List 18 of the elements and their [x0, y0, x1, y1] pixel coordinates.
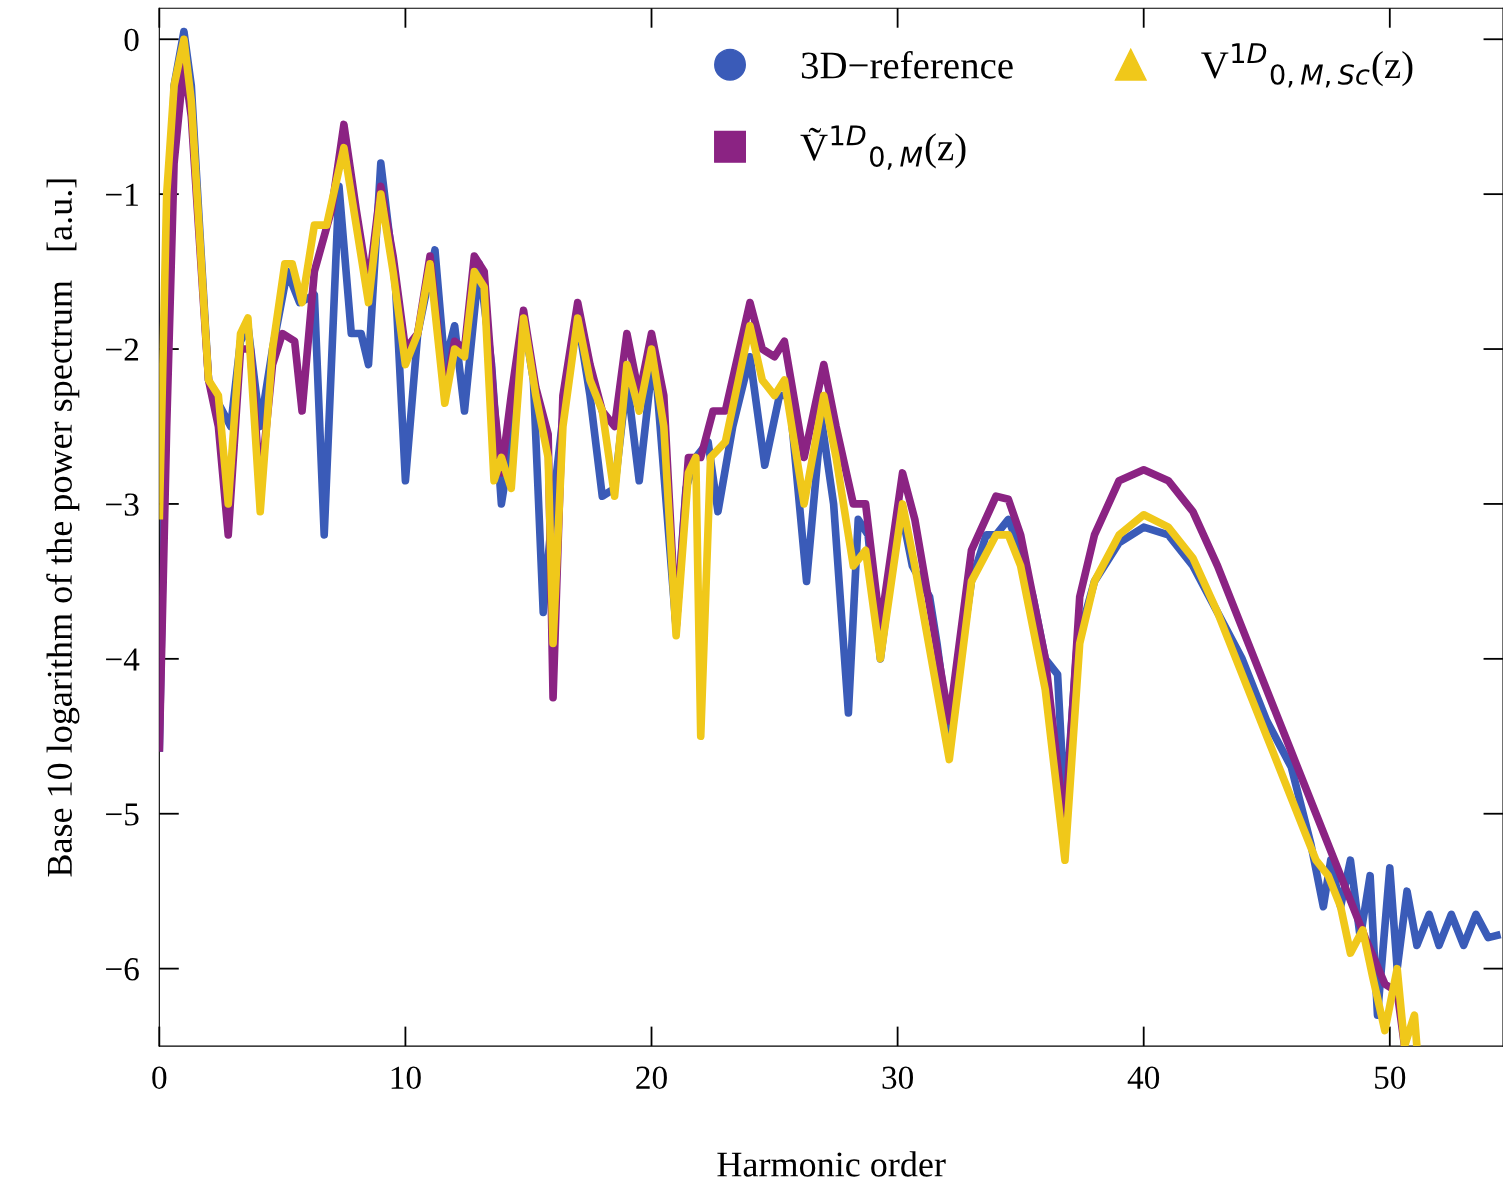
y-axis-title: Base 10 logarithm of the power spectrum [a.u.]: [46, 179, 80, 877]
legend-label: 3D−reference: [801, 50, 1013, 79]
legend-label: Ṽ$^{1D}$$_{0,M}$(z): [800, 125, 966, 170]
legend-label: V$^{1D}$$_{0,M,Sc}$(z): [1201, 43, 1413, 88]
y-tick-label: −1: [106, 183, 138, 206]
x-axis-title: Harmonic order: [717, 1151, 946, 1177]
x-tick-label: 10: [391, 1066, 421, 1089]
y-tick-label: −3: [106, 493, 139, 516]
y-tick-label: −6: [106, 958, 139, 981]
y-tick-label: −5: [106, 803, 139, 826]
y-tick-label: −2: [106, 338, 139, 361]
x-tick-label: 20: [636, 1066, 667, 1089]
x-tick-label: 50: [1375, 1066, 1406, 1089]
x-tick-label: 40: [1127, 1066, 1160, 1089]
y-tick-label: 0: [124, 28, 139, 52]
x-tick-label: 0: [152, 1066, 167, 1089]
y-tick-label: −4: [106, 648, 140, 671]
x-tick-label: 30: [882, 1066, 913, 1089]
